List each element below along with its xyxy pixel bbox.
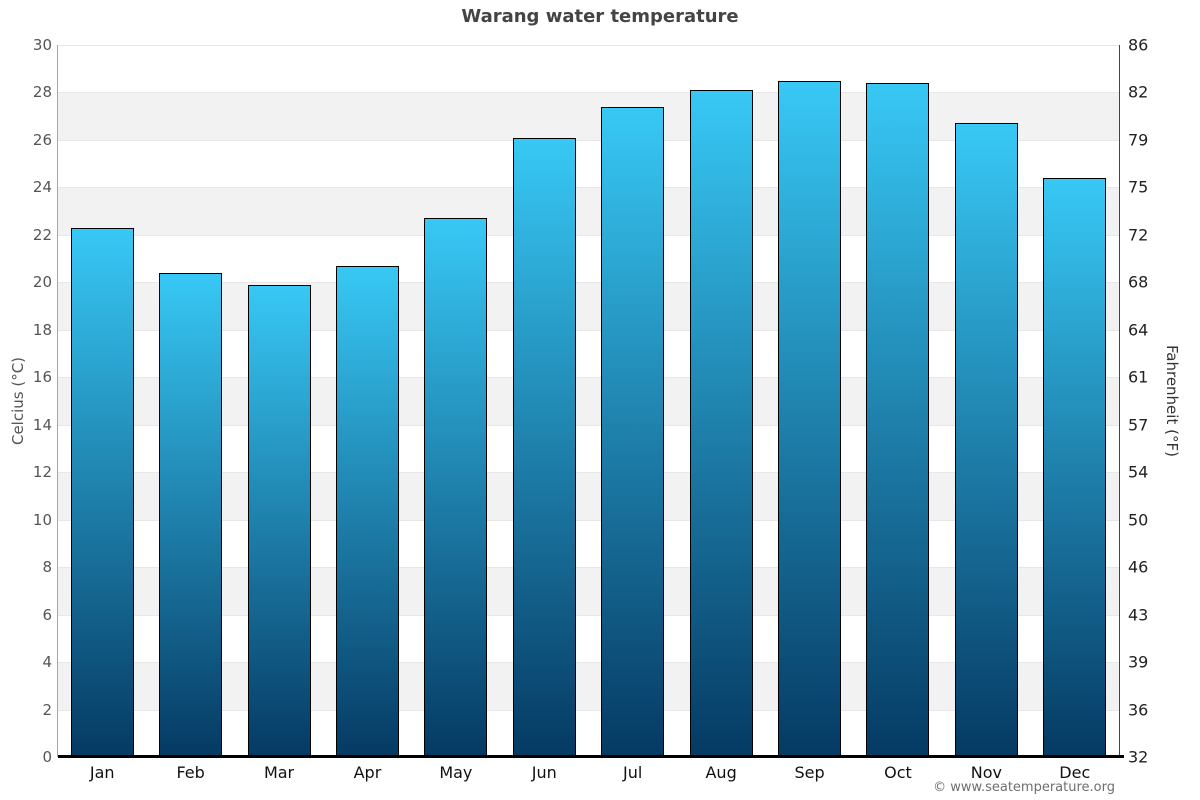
ytick-fahrenheit-54: 54: [1128, 462, 1149, 482]
ytick-celsius-26: 26: [32, 130, 52, 149]
background-band: [58, 187, 1119, 235]
ytick-fahrenheit-36: 36: [1128, 700, 1149, 720]
ytick-celsius-14: 14: [32, 415, 52, 434]
ytick-fahrenheit-39: 39: [1128, 652, 1149, 672]
xtick-jul: Jul: [623, 763, 643, 782]
bar-dec[interactable]: [1043, 177, 1107, 757]
bar-feb[interactable]: [159, 272, 223, 757]
xtick-feb: Feb: [176, 763, 205, 782]
gridline: [58, 45, 1119, 46]
ytick-celsius-4: 4: [42, 653, 52, 672]
xtick-may: May: [439, 763, 473, 782]
ytick-celsius-2: 2: [42, 700, 52, 719]
bar-jun[interactable]: [512, 137, 576, 757]
background-band: [58, 662, 1119, 710]
gridline: [58, 472, 1119, 474]
bar-may[interactable]: [424, 218, 488, 757]
bar-aug[interactable]: [689, 90, 753, 757]
bar-apr[interactable]: [335, 265, 399, 757]
xtick-jan: Jan: [89, 763, 115, 782]
xtick-apr: Apr: [353, 763, 382, 782]
xtick-jun: Jun: [531, 763, 557, 782]
ytick-celsius-20: 20: [32, 273, 52, 292]
y-axis-title-celsius: Celcius (°C): [9, 356, 27, 446]
background-band: [58, 92, 1119, 140]
bar-mar[interactable]: [247, 284, 311, 757]
ytick-fahrenheit-61: 61: [1128, 367, 1149, 387]
ytick-celsius-24: 24: [32, 178, 52, 197]
ytick-celsius-0: 0: [42, 748, 52, 766]
xtick-dec: Dec: [1059, 763, 1091, 782]
ytick-fahrenheit-72: 72: [1128, 225, 1149, 245]
ytick-celsius-6: 6: [42, 605, 52, 624]
background-band: [58, 567, 1119, 615]
x-axis-line: [58, 755, 1124, 758]
y-axis-line-fahrenheit: [1119, 45, 1120, 757]
ytick-fahrenheit-57: 57: [1128, 415, 1149, 435]
ytick-celsius-18: 18: [32, 320, 52, 339]
ytick-celsius-28: 28: [32, 83, 52, 102]
bar-nov[interactable]: [954, 123, 1018, 757]
ytick-fahrenheit-79: 79: [1128, 130, 1149, 150]
ytick-fahrenheit-32: 32: [1128, 747, 1149, 767]
xtick-aug: Aug: [705, 763, 737, 782]
gridline: [58, 709, 1119, 711]
gridline: [58, 377, 1119, 379]
chart-title: Warang water temperature: [461, 6, 739, 27]
ytick-fahrenheit-64: 64: [1128, 320, 1149, 340]
gridline: [58, 567, 1119, 569]
gridline: [58, 329, 1119, 331]
plot-area: [58, 45, 1119, 757]
gridline: [58, 519, 1119, 521]
xtick-sep: Sep: [794, 763, 825, 782]
y-axis-line-celsius: [57, 45, 58, 757]
ytick-fahrenheit-43: 43: [1128, 605, 1149, 625]
ytick-celsius-16: 16: [32, 368, 52, 387]
ytick-fahrenheit-50: 50: [1128, 510, 1149, 530]
bar-oct[interactable]: [866, 82, 930, 757]
gridline: [58, 187, 1119, 189]
ytick-celsius-12: 12: [32, 463, 52, 482]
gridline: [58, 662, 1119, 664]
ytick-fahrenheit-46: 46: [1128, 557, 1149, 577]
background-band: [58, 282, 1119, 330]
xtick-mar: Mar: [263, 763, 295, 782]
gridline: [58, 424, 1119, 426]
gridline: [58, 92, 1119, 94]
xtick-nov: Nov: [970, 763, 1002, 782]
gridline: [58, 234, 1119, 236]
bar-jul[interactable]: [601, 106, 665, 757]
ytick-celsius-22: 22: [32, 225, 52, 244]
xtick-oct: Oct: [884, 763, 912, 782]
attribution-link[interactable]: © www.seatemperature.org: [933, 780, 1115, 795]
background-band: [58, 377, 1119, 425]
ytick-celsius-10: 10: [32, 510, 52, 529]
ytick-celsius-8: 8: [42, 558, 52, 577]
bar-sep[interactable]: [778, 80, 842, 757]
gridline: [58, 139, 1119, 141]
background-band: [58, 472, 1119, 520]
ytick-fahrenheit-68: 68: [1128, 272, 1149, 292]
ytick-fahrenheit-86: 86: [1128, 35, 1149, 55]
ytick-celsius-30: 30: [32, 36, 52, 54]
y-axis-title-fahrenheit: Fahrenheit (°F): [1163, 345, 1181, 457]
gridline: [58, 282, 1119, 284]
ytick-fahrenheit-82: 82: [1128, 82, 1149, 102]
bar-jan[interactable]: [70, 227, 134, 757]
gridline: [58, 614, 1119, 616]
ytick-fahrenheit-75: 75: [1128, 177, 1149, 197]
